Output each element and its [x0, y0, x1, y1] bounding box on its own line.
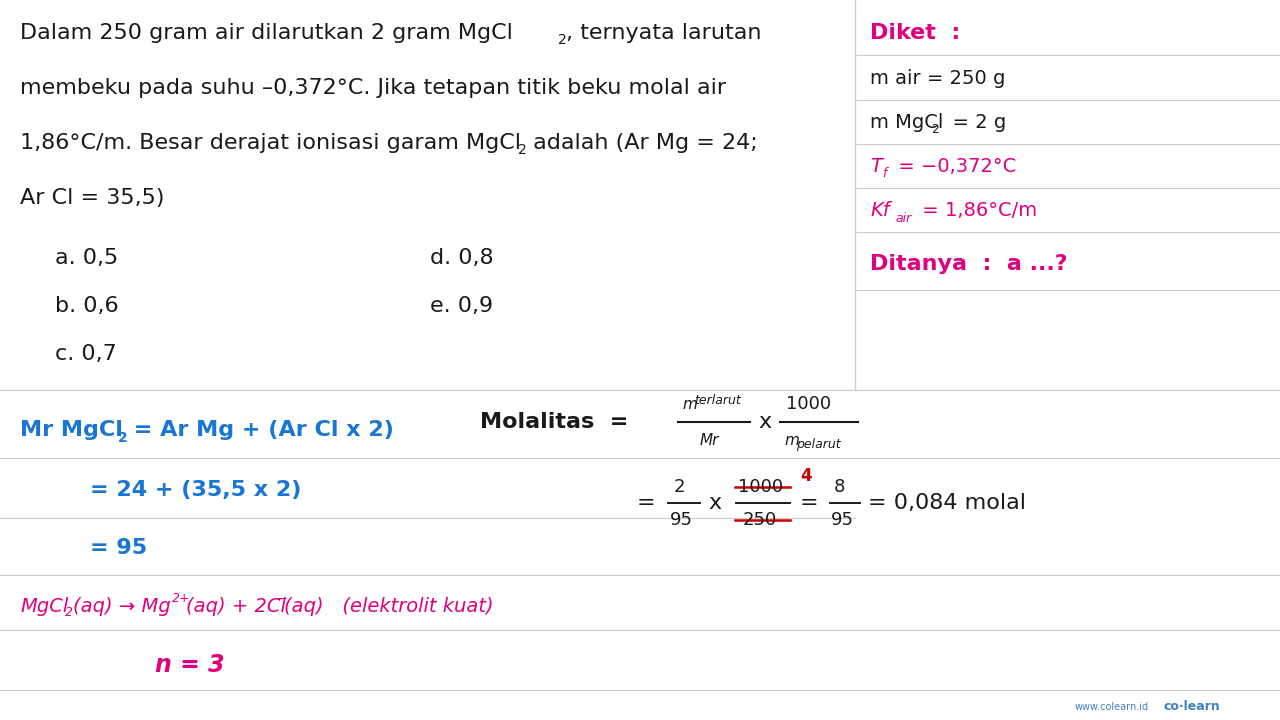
- Text: 4: 4: [800, 467, 812, 485]
- Text: Ditanya  :  a ...?: Ditanya : a ...?: [870, 254, 1068, 274]
- Text: 1000: 1000: [786, 395, 831, 413]
- Text: pelarut: pelarut: [796, 438, 841, 451]
- Text: MgCl: MgCl: [20, 596, 68, 616]
- Text: 2: 2: [65, 606, 73, 619]
- Text: =: =: [637, 493, 655, 513]
- Text: 2: 2: [518, 143, 527, 157]
- Text: m: m: [682, 397, 696, 412]
- Text: 2: 2: [931, 122, 938, 135]
- Text: adalah (Ar Mg = 24;: adalah (Ar Mg = 24;: [526, 133, 758, 153]
- Text: n = 3: n = 3: [155, 653, 224, 677]
- Text: T: T: [870, 156, 882, 176]
- Text: 2+: 2+: [172, 593, 191, 606]
- Text: (aq) + 2Cl: (aq) + 2Cl: [186, 596, 285, 616]
- Text: 95: 95: [831, 511, 854, 529]
- Text: = 2 g: = 2 g: [940, 112, 1006, 132]
- Text: www.colearn.id: www.colearn.id: [1075, 702, 1149, 712]
- Text: x: x: [758, 412, 771, 432]
- Text: m MgCl: m MgCl: [870, 112, 943, 132]
- Text: = Ar Mg + (Ar Cl x 2): = Ar Mg + (Ar Cl x 2): [125, 420, 394, 440]
- Text: air: air: [895, 212, 911, 225]
- Text: , ternyata larutan: , ternyata larutan: [566, 23, 762, 43]
- Text: e. 0,9: e. 0,9: [430, 296, 493, 316]
- Text: terlarut: terlarut: [694, 394, 741, 407]
- Text: 2: 2: [118, 431, 128, 445]
- Text: membeku pada suhu –0,372°C. Jika tetapan titik beku molal air: membeku pada suhu –0,372°C. Jika tetapan…: [20, 78, 726, 98]
- Text: Mr: Mr: [700, 433, 719, 448]
- Text: x: x: [708, 493, 721, 513]
- Text: (aq)   (elektrolit kuat): (aq) (elektrolit kuat): [284, 596, 494, 616]
- Text: Diket  :: Diket :: [870, 23, 960, 43]
- Text: 250: 250: [742, 511, 777, 529]
- Text: = 1,86°C/m: = 1,86°C/m: [916, 200, 1037, 220]
- Text: Ar Cl = 35,5): Ar Cl = 35,5): [20, 188, 165, 208]
- Text: m: m: [783, 433, 799, 448]
- Text: Dalam 250 gram air dilarutkan 2 gram MgCl: Dalam 250 gram air dilarutkan 2 gram MgC…: [20, 23, 513, 43]
- Text: f: f: [882, 166, 886, 179]
- Text: m air = 250 g: m air = 250 g: [870, 68, 1005, 88]
- Text: −: −: [276, 593, 288, 606]
- Text: Mr MgCl: Mr MgCl: [20, 420, 123, 440]
- Text: 8: 8: [835, 478, 845, 496]
- Text: = 95: = 95: [90, 538, 147, 558]
- Text: 95: 95: [669, 511, 692, 529]
- Text: =: =: [800, 493, 819, 513]
- Text: 2: 2: [675, 478, 686, 496]
- Text: = 0,084 molal: = 0,084 molal: [868, 493, 1027, 513]
- Text: = −0,372°C: = −0,372°C: [892, 156, 1016, 176]
- Text: b. 0,6: b. 0,6: [55, 296, 119, 316]
- Text: c. 0,7: c. 0,7: [55, 344, 116, 364]
- Text: a. 0,5: a. 0,5: [55, 248, 118, 268]
- Text: 2: 2: [558, 33, 567, 47]
- Text: 1,86°C/m. Besar derajat ionisasi garam MgCl: 1,86°C/m. Besar derajat ionisasi garam M…: [20, 133, 521, 153]
- Text: d. 0,8: d. 0,8: [430, 248, 494, 268]
- Text: Kf: Kf: [870, 200, 890, 220]
- Text: 1000: 1000: [739, 478, 783, 496]
- Text: Molalitas  =: Molalitas =: [480, 412, 628, 432]
- Text: = 24 + (35,5 x 2): = 24 + (35,5 x 2): [90, 480, 301, 500]
- Text: (aq) → Mg: (aq) → Mg: [73, 596, 170, 616]
- Text: co·learn: co·learn: [1164, 701, 1220, 714]
